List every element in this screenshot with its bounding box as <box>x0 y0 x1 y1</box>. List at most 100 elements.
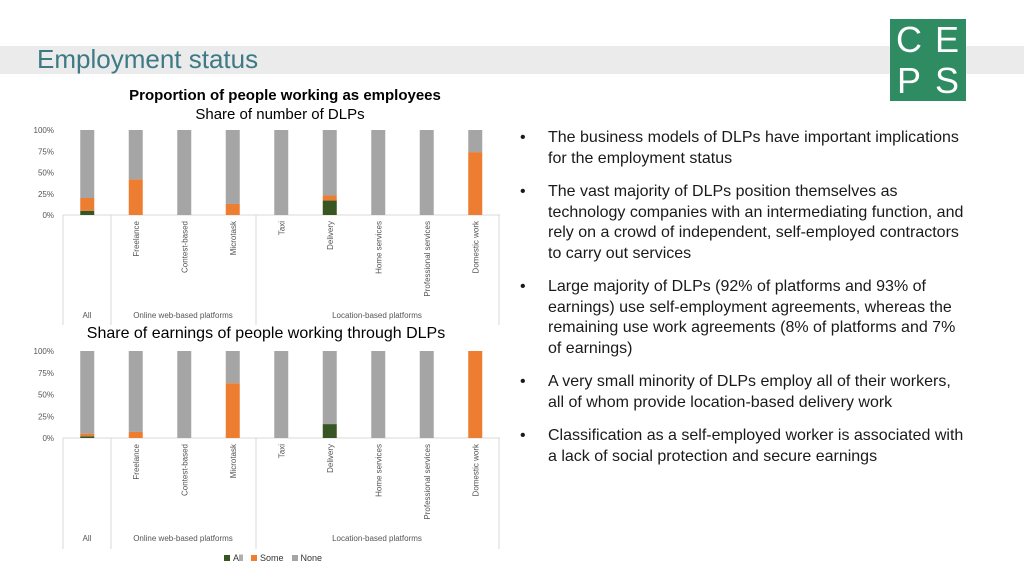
bar-segment-all <box>80 210 95 215</box>
legend-label-all: All <box>233 553 244 563</box>
bar-segment-none <box>274 351 289 438</box>
y-tick-label: 50% <box>38 169 54 178</box>
bar-segment-none <box>177 351 192 438</box>
category-label: Professional services <box>423 444 432 520</box>
category-label: Domestic work <box>471 220 480 273</box>
bar-segment-none <box>128 351 143 432</box>
bullet-dot-icon: • <box>520 373 526 390</box>
category-label: Contest-based <box>180 444 189 496</box>
bar-segment-none <box>371 130 386 215</box>
bar-segment-none <box>225 130 240 204</box>
y-tick-label: 0% <box>42 211 54 220</box>
bullet-text: Large majority of DLPs (92% of platforms… <box>548 278 956 357</box>
bar-segment-none <box>225 351 240 384</box>
bullet-item: • A very small minority of DLPs employ al… <box>520 372 970 413</box>
bar-segment-none <box>371 351 386 438</box>
legend-swatch-all <box>224 555 230 561</box>
page-title: Employment status <box>37 44 259 74</box>
bullet-item: • The business models of DLPs have import… <box>520 128 970 169</box>
logo-letter: P <box>890 60 928 101</box>
bar-segment-none <box>274 130 289 215</box>
chart-earnings-share: 0% 25% 50% 75% 100% Freelance Contest-based Mic… <box>34 347 500 549</box>
bullet-dot-icon: • <box>520 183 526 200</box>
group-label: Online web-based platforms <box>133 534 233 543</box>
bar-segment-some <box>128 179 143 215</box>
ceps-logo: C E P S <box>890 19 966 101</box>
chart-1-subtitle: Share of number of DLPs <box>195 106 365 123</box>
bar-segment-some <box>225 383 240 438</box>
category-label: Delivery <box>326 221 335 250</box>
category-label: Home services <box>374 221 383 274</box>
legend-some: Some <box>251 553 284 563</box>
y-tick-label: 75% <box>38 369 54 378</box>
bar-segment-none <box>177 130 192 215</box>
bar-segment-all <box>80 436 95 438</box>
category-label: Microtask <box>229 443 238 478</box>
group-label: Online web-based platforms <box>133 311 233 320</box>
y-tick-label: 0% <box>42 434 54 443</box>
bar-segment-none <box>128 130 143 180</box>
chart-legend: All Some None <box>224 553 322 563</box>
category-label: Taxi <box>277 444 286 458</box>
bar-segment-none <box>322 351 337 425</box>
logo-letter: E <box>928 19 966 60</box>
y-tick-label: 100% <box>34 126 54 135</box>
logo-letter: C <box>890 19 928 60</box>
bullet-text: The vast majority of DLPs position thems… <box>548 183 964 262</box>
bullet-item: • The vast majority of DLPs position them… <box>520 182 970 264</box>
y-tick-label: 100% <box>34 347 54 356</box>
bullet-text: The business models of DLPs have importa… <box>548 129 959 167</box>
category-label: Freelance <box>132 443 141 479</box>
legend-label-some: Some <box>260 553 284 563</box>
legend-none: None <box>291 553 323 563</box>
category-label: Taxi <box>277 221 286 235</box>
y-tick-label: 25% <box>38 412 54 421</box>
bullet-item: • Classification as a self-employed worke… <box>520 426 970 467</box>
bullet-text: A very small minority of DLPs employ all… <box>548 373 951 411</box>
bullet-dot-icon: • <box>520 278 526 295</box>
bar-segment-some <box>468 351 483 438</box>
bar-segment-all <box>322 200 337 215</box>
category-label: Contest-based <box>180 221 189 273</box>
bullet-item: • Large majority of DLPs (92% of platform… <box>520 277 970 359</box>
category-label: Freelance <box>132 220 141 256</box>
category-label: Domestic work <box>471 443 480 496</box>
logo-letter: S <box>928 60 966 101</box>
bar-segment-some <box>128 431 143 438</box>
bar-segment-some <box>322 195 337 201</box>
bar-segment-none <box>419 351 434 438</box>
category-label: Delivery <box>326 444 335 473</box>
bar-segment-some <box>80 433 95 437</box>
group-label: All <box>83 534 92 543</box>
group-label: All <box>83 311 92 320</box>
bar-segment-none <box>419 130 434 215</box>
bar-segment-none <box>322 130 337 196</box>
bar-segment-none <box>468 130 483 153</box>
y-tick-label: 75% <box>38 147 54 156</box>
y-tick-label: 50% <box>38 391 54 400</box>
bar-segment-none <box>80 130 95 198</box>
chart-2-title: Share of earnings of people working thro… <box>86 325 446 342</box>
bullet-text: Classification as a self-employed worker… <box>548 427 964 465</box>
bar-segment-all <box>322 424 337 438</box>
bullet-dot-icon: • <box>520 129 526 146</box>
bar-segment-some <box>80 198 95 211</box>
legend-swatch-some <box>251 555 258 561</box>
legend-swatch-none <box>291 555 298 561</box>
y-tick-label: 25% <box>38 190 54 199</box>
bullet-dot-icon: • <box>520 427 526 444</box>
bullet-list: • The business models of DLPs have import… <box>520 128 970 480</box>
category-label: Microtask <box>229 220 238 255</box>
group-label: Location-based platforms <box>332 534 422 543</box>
chart-main-title: Proportion of people working as employee… <box>129 87 441 104</box>
category-label: Home services <box>374 444 383 497</box>
category-label: Professional services <box>423 221 432 297</box>
bar-segment-some <box>225 203 240 215</box>
group-label: Location-based platforms <box>332 311 422 320</box>
bar-segment-some <box>468 152 483 215</box>
bar-segment-none <box>80 351 95 434</box>
legend-all: All <box>224 553 243 563</box>
chart-dlp-share: 0% 25% 50% 75% 100% Freelance Contest-based Mic… <box>34 126 500 325</box>
legend-label-none: None <box>300 553 323 563</box>
title-band <box>0 46 1024 74</box>
